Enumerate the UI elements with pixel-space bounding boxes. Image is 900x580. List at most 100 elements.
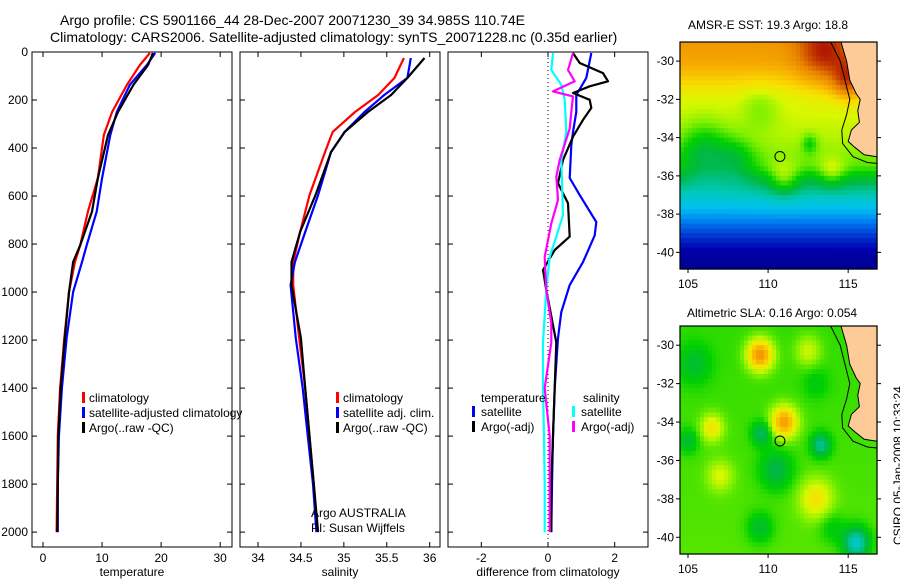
- map-cell: [812, 238, 817, 244]
- map-cell: [696, 412, 701, 418]
- map-cell: [756, 326, 761, 332]
- map-cell: [680, 85, 685, 91]
- map-cell: [808, 238, 813, 244]
- map-cell: [840, 128, 845, 134]
- map-cell: [796, 345, 801, 351]
- map-cell: [748, 513, 753, 519]
- map-cell: [796, 436, 801, 442]
- map-cell: [800, 494, 805, 500]
- map-cell: [684, 494, 689, 500]
- map-cell: [772, 199, 777, 206]
- map-cell: [860, 152, 865, 158]
- map-cell: [840, 199, 845, 206]
- map-cell: [828, 261, 833, 268]
- y-tick-label: -38: [657, 207, 675, 221]
- map-cell: [688, 190, 693, 196]
- map-cell: [808, 247, 813, 253]
- map-cell: [704, 261, 709, 268]
- map-cell: [844, 465, 849, 471]
- map-cell: [712, 465, 717, 471]
- map-cell: [728, 247, 733, 253]
- map-cell: [832, 441, 837, 447]
- zero-line-dot: [547, 510, 549, 511]
- map-cell: [716, 498, 721, 505]
- map-cell: [696, 137, 701, 143]
- map-cell: [740, 508, 745, 514]
- map-cell: [796, 80, 801, 86]
- map-cell: [740, 108, 745, 115]
- map-cell: [844, 65, 849, 72]
- map-cell: [844, 214, 849, 220]
- map-cell: [852, 99, 857, 105]
- map-cell: [856, 152, 861, 158]
- map-cell: [816, 214, 821, 220]
- map-cell: [772, 484, 777, 490]
- map-cell: [812, 142, 817, 148]
- map-cell: [728, 89, 733, 96]
- map-cell: [856, 190, 861, 196]
- map-cell: [840, 75, 845, 81]
- map-cell: [872, 228, 877, 234]
- map-cell: [800, 450, 805, 457]
- map-cell: [748, 142, 753, 148]
- map-cell: [816, 204, 821, 210]
- map-cell: [772, 113, 777, 120]
- map-cell: [776, 46, 781, 53]
- map-cell: [812, 147, 817, 153]
- map-cell: [804, 261, 809, 268]
- map-cell: [748, 537, 753, 543]
- map-cell: [852, 238, 857, 244]
- map-cell: [792, 474, 797, 481]
- map-cell: [692, 142, 697, 148]
- map-cell: [784, 398, 789, 404]
- map-cell: [808, 171, 813, 177]
- map-cell: [732, 494, 737, 500]
- map-cell: [712, 484, 717, 490]
- map-cell: [852, 147, 857, 153]
- zero-line-dot: [547, 122, 549, 123]
- map-cell: [868, 460, 873, 466]
- map-cell: [848, 94, 853, 100]
- map-cell: [708, 330, 713, 337]
- map-cell: [844, 436, 849, 442]
- map-cell: [856, 233, 861, 239]
- map-cell: [832, 142, 837, 148]
- map-cell: [860, 537, 865, 543]
- map-cell: [716, 369, 721, 375]
- map-cell: [712, 190, 717, 196]
- map-cell: [716, 474, 721, 481]
- map-cell: [856, 171, 861, 177]
- map-cell: [712, 378, 717, 385]
- map-cell: [684, 156, 689, 163]
- map-cell: [816, 118, 821, 124]
- map-cell: [784, 252, 789, 258]
- map-cell: [688, 383, 693, 389]
- map-cell: [760, 369, 765, 375]
- map-cell: [680, 537, 685, 543]
- map-cell: [824, 402, 829, 409]
- map-cell: [804, 99, 809, 105]
- map-cell: [740, 156, 745, 163]
- map-cell: [788, 214, 793, 220]
- legend-label: Argo(-adj): [581, 420, 634, 434]
- map-cell: [728, 460, 733, 466]
- map-cell: [872, 156, 877, 163]
- map-cell: [820, 364, 825, 370]
- map-cell: [768, 383, 773, 389]
- map-cell: [712, 494, 717, 500]
- map-cell: [816, 89, 821, 96]
- map-cell: [724, 460, 729, 466]
- map-cell: [716, 209, 721, 215]
- map-cell: [852, 180, 857, 186]
- map-cell: [744, 503, 749, 510]
- map-cell: [744, 431, 749, 437]
- map-cell: [680, 233, 685, 239]
- map-cell: [696, 527, 701, 534]
- map-cell: [788, 61, 793, 67]
- map-cell: [800, 51, 805, 57]
- sst-map: 105 110 115-30-32-34-36-38-40: [657, 41, 881, 291]
- map-cell: [736, 46, 741, 53]
- map-cell: [692, 527, 697, 534]
- map-cell: [828, 354, 833, 361]
- map-cell: [752, 426, 757, 433]
